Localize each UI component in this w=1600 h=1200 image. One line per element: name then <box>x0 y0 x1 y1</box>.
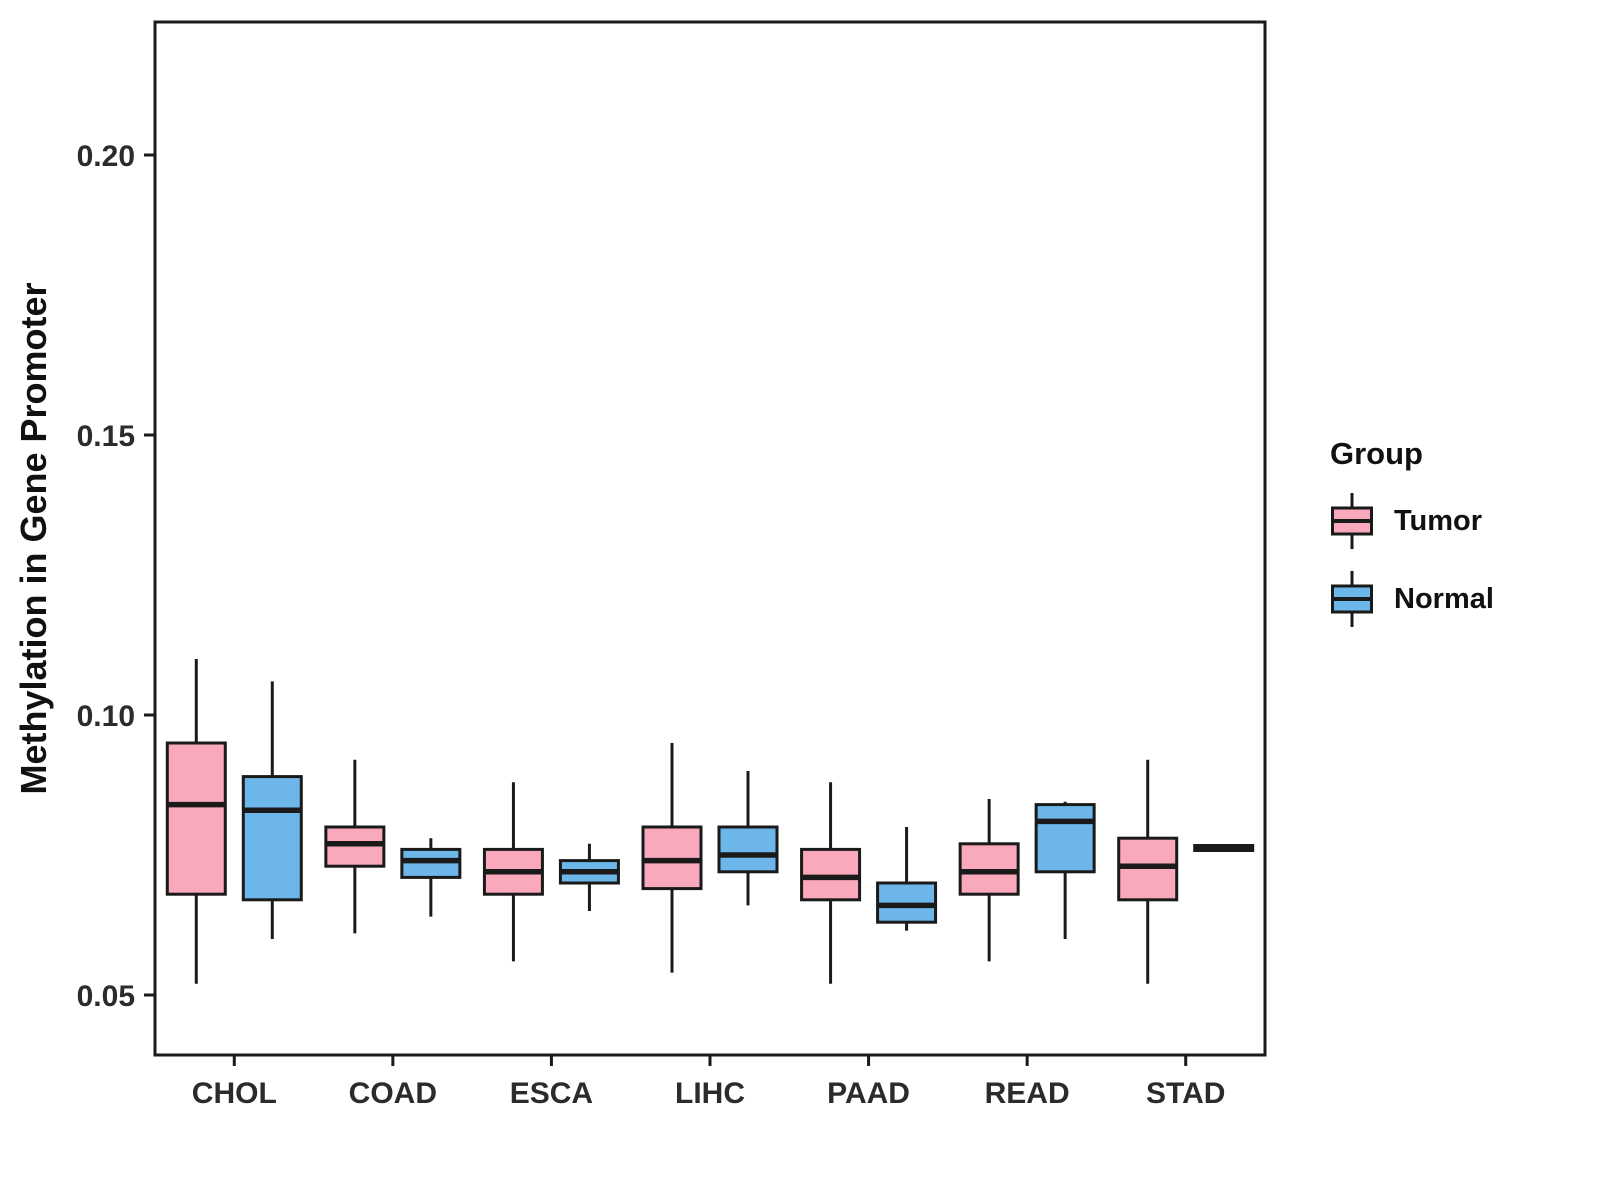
x-tick-label-read: READ <box>985 1077 1070 1110</box>
y-axis-title: Methylation in Gene Promoter <box>13 282 54 794</box>
legend: Group Tumor Normal <box>1328 436 1494 646</box>
boxplot-lihc-tumor-box <box>641 825 703 891</box>
x-tick-label-esca: ESCA <box>510 1077 593 1110</box>
boxplot-read-tumor-box <box>958 842 1020 896</box>
boxplot-paad-normal-box <box>876 881 938 924</box>
y-tick-label: 0.10 <box>77 700 135 733</box>
boxplot-read-normal-box <box>1034 803 1096 874</box>
legend-item-normal: Normal <box>1328 568 1494 630</box>
boxplot-stad-tumor-box <box>1117 836 1179 902</box>
x-tick-label-lihc: LIHC <box>675 1077 745 1110</box>
tumor-boxplot-key-icon <box>1331 493 1373 549</box>
x-tick-label-stad: STAD <box>1146 1077 1225 1110</box>
boxplot-lihc-normal-box <box>717 825 779 874</box>
y-tick-label: 0.15 <box>77 420 135 453</box>
legend-title: Group <box>1330 436 1423 471</box>
y-tick-label: 0.20 <box>77 140 135 173</box>
x-tick-label-chol: CHOL <box>192 1077 277 1110</box>
x-tick-label-coad: COAD <box>349 1077 437 1110</box>
legend-item-tumor: Tumor <box>1328 490 1494 552</box>
normal-boxplot-key-icon <box>1331 571 1373 627</box>
boxplot-coad-tumor-box <box>324 825 386 868</box>
y-tick-label: 0.05 <box>77 980 135 1013</box>
x-tick-label-paad: PAAD <box>827 1077 910 1110</box>
boxplot-coad-normal-box <box>400 847 462 879</box>
legend-label-tumor: Tumor <box>1394 504 1483 537</box>
boxplot-chol-tumor-box <box>165 741 227 896</box>
legend-label-normal: Normal <box>1394 582 1494 615</box>
boxplot-chol-normal-box <box>241 775 303 902</box>
boxplot-paad-tumor-box <box>800 847 862 902</box>
panel-border <box>153 20 1267 1057</box>
